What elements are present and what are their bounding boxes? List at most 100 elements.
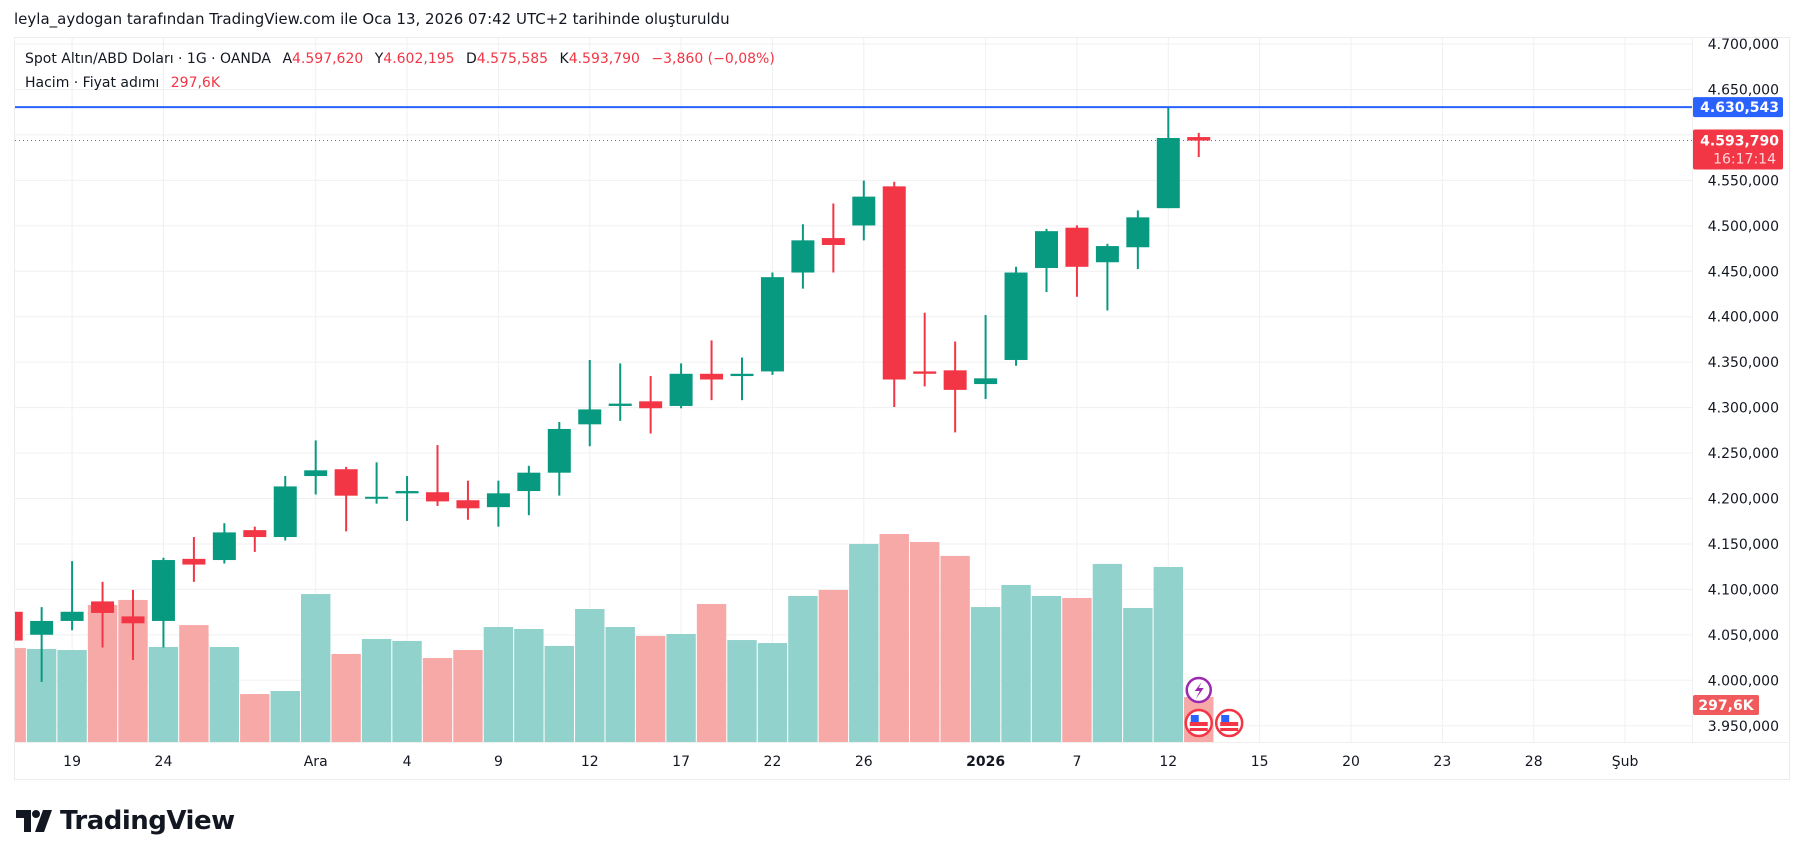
candle-body[interactable] — [334, 469, 358, 496]
x-tick-label: 26 — [855, 754, 873, 770]
lightning-icon[interactable] — [1185, 676, 1212, 704]
volume-bar — [757, 643, 788, 742]
high-price-label: 4.630,543 — [1700, 100, 1779, 116]
legend-close-value: 4.593,790 — [568, 51, 640, 67]
volume-bar — [1031, 596, 1062, 742]
legend-open-label: A — [282, 51, 293, 67]
flag-stripe — [1220, 722, 1239, 726]
y-tick-label: 4.650,000 — [1708, 82, 1779, 98]
candle-body[interactable] — [1126, 217, 1150, 248]
candle-body[interactable] — [121, 616, 145, 624]
candle-body[interactable] — [365, 496, 389, 499]
y-tick-label: 4.300,000 — [1708, 401, 1779, 417]
candle-body[interactable] — [486, 493, 510, 508]
candle-body[interactable] — [30, 620, 54, 635]
volume-bar — [1153, 566, 1183, 742]
candle-body[interactable] — [212, 532, 236, 561]
flag-canton — [1221, 715, 1230, 722]
candle-body[interactable] — [1095, 246, 1119, 263]
volume-bar — [849, 543, 879, 742]
legend-volume-value: 297,6K — [170, 75, 221, 91]
candle-body[interactable] — [426, 492, 449, 502]
candle-body[interactable] — [882, 186, 906, 380]
candle-body[interactable] — [669, 373, 693, 406]
tradingview-logo-icon — [16, 810, 52, 832]
y-tick-label: 4.250,000 — [1708, 446, 1779, 462]
volume-badge-label: 297,6K — [1698, 698, 1754, 714]
candle-body[interactable] — [1004, 272, 1028, 360]
candle-body[interactable] — [760, 277, 784, 372]
candle-body[interactable] — [1065, 227, 1089, 267]
volume-bar — [453, 650, 483, 742]
volume-bar — [361, 638, 392, 742]
candle-body[interactable] — [60, 611, 84, 621]
volume-bar — [301, 594, 331, 742]
x-tick-label: 4 — [403, 754, 412, 770]
y-tick-label: 4.050,000 — [1708, 628, 1779, 644]
candle-body[interactable] — [700, 373, 724, 380]
candle-body[interactable] — [974, 378, 998, 385]
candle-body[interactable] — [273, 486, 297, 538]
volume-bar — [1001, 584, 1031, 742]
volume-bar — [57, 650, 87, 742]
candle-body[interactable] — [517, 472, 541, 492]
x-tick-label: Ara — [304, 754, 328, 770]
y-tick-label: 4.400,000 — [1708, 310, 1779, 326]
legend-symbol[interactable]: Spot Altın/ABD Doları · 1G · OANDA — [25, 51, 271, 67]
volume-bar — [240, 694, 270, 742]
candle-body[interactable] — [547, 428, 571, 473]
y-tick-label: 4.450,000 — [1708, 264, 1779, 280]
candle-body[interactable] — [182, 558, 206, 565]
legend-close-label: K — [559, 51, 569, 67]
x-tick-label: 15 — [1251, 754, 1269, 770]
candle-body[interactable] — [91, 601, 115, 613]
volume-bar — [635, 635, 666, 742]
candle-body[interactable] — [0, 611, 23, 641]
flag-canton — [1190, 715, 1199, 722]
candle-body[interactable] — [852, 196, 876, 226]
legend-volume-label[interactable]: Hacim · Fiyat adımı — [25, 75, 160, 91]
x-tick-label: 20 — [1342, 754, 1360, 770]
x-tick-label: 2026 — [966, 754, 1005, 770]
volume-bar — [879, 533, 909, 742]
flag-stripe — [1220, 728, 1239, 731]
candle-body[interactable] — [395, 491, 419, 494]
price-lines: 4.630,543 4.593,790 16:17:14 297,6K — [15, 97, 1783, 715]
candle-body[interactable] — [1156, 137, 1180, 209]
volume-bar — [331, 653, 361, 742]
candle-body[interactable] — [730, 373, 754, 377]
volume-bar — [788, 596, 818, 742]
legend-ohlc-row: Spot Altın/ABD Doları · 1G · OANDA A4.59… — [25, 49, 775, 73]
last-price-badge — [1693, 129, 1783, 170]
legend-volume-row: Hacim · Fiyat adımı 297,6K — [25, 73, 775, 97]
candle-body[interactable] — [1035, 231, 1058, 268]
candle-body[interactable] — [608, 403, 632, 406]
countdown-label: 16:17:14 — [1713, 152, 1776, 168]
chart-frame — [14, 37, 1790, 780]
candle-body[interactable] — [243, 530, 267, 538]
tradingview-logo[interactable]: TradingView — [16, 806, 235, 836]
x-tick-label: 17 — [672, 754, 690, 770]
flag-stripe — [1189, 722, 1208, 726]
candle-body[interactable] — [151, 560, 175, 621]
event-markers — [1184, 676, 1244, 738]
y-tick-label: 4.200,000 — [1708, 492, 1779, 508]
us-flag-icon[interactable] — [1184, 708, 1213, 738]
candle-body[interactable] — [1187, 137, 1211, 141]
candle-body[interactable] — [304, 470, 328, 477]
us-flag-icon[interactable] — [1214, 708, 1244, 738]
legend-low-label: D — [466, 51, 477, 67]
candle-body[interactable] — [943, 370, 967, 390]
candle-body[interactable] — [639, 401, 663, 409]
candle-body[interactable] — [821, 238, 845, 245]
x-tick-label: 23 — [1433, 754, 1451, 770]
x-tick-label: 28 — [1525, 754, 1543, 770]
candles — [0, 107, 1211, 682]
candle-body[interactable] — [456, 500, 480, 509]
candle-body[interactable] — [913, 371, 937, 374]
candle-body[interactable] — [578, 409, 602, 425]
legend-open-value: 4.597,620 — [292, 51, 364, 67]
y-tick-label: 4.550,000 — [1708, 173, 1779, 189]
candle-body[interactable] — [791, 240, 815, 273]
